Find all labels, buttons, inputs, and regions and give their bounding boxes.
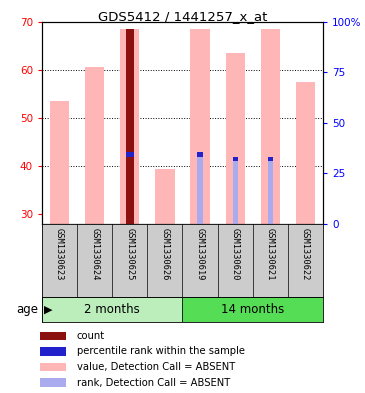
Text: GSM1330626: GSM1330626 xyxy=(161,228,169,280)
Text: percentile rank within the sample: percentile rank within the sample xyxy=(77,347,245,356)
Text: GSM1330624: GSM1330624 xyxy=(90,228,99,280)
Bar xyxy=(40,332,66,340)
Text: GSM1330620: GSM1330620 xyxy=(231,228,240,280)
Text: GSM1330621: GSM1330621 xyxy=(266,228,275,280)
Text: value, Detection Call = ABSENT: value, Detection Call = ABSENT xyxy=(77,362,235,372)
Bar xyxy=(182,297,323,322)
Bar xyxy=(197,156,203,224)
Text: GSM1330619: GSM1330619 xyxy=(196,228,204,280)
Bar xyxy=(155,169,174,224)
Bar xyxy=(261,29,280,224)
Bar xyxy=(226,53,245,224)
Text: 14 months: 14 months xyxy=(221,303,284,316)
Text: ▶: ▶ xyxy=(44,305,52,314)
Bar xyxy=(85,67,104,224)
Bar xyxy=(40,347,66,356)
Bar xyxy=(268,162,273,224)
Bar xyxy=(296,82,315,224)
Text: 2 months: 2 months xyxy=(84,303,140,316)
Bar xyxy=(126,29,134,224)
Bar xyxy=(191,29,210,224)
Text: rank, Detection Call = ABSENT: rank, Detection Call = ABSENT xyxy=(77,378,230,387)
Bar xyxy=(50,101,69,224)
Bar xyxy=(233,156,238,162)
Bar xyxy=(268,156,273,162)
Text: GDS5412 / 1441257_x_at: GDS5412 / 1441257_x_at xyxy=(98,10,267,23)
Bar xyxy=(126,152,134,156)
Text: GSM1330622: GSM1330622 xyxy=(301,228,310,280)
Bar xyxy=(40,363,66,371)
Bar xyxy=(120,29,139,224)
Text: count: count xyxy=(77,331,105,341)
Text: GSM1330623: GSM1330623 xyxy=(55,228,64,280)
Text: age: age xyxy=(16,303,38,316)
Bar xyxy=(197,152,203,156)
Text: GSM1330625: GSM1330625 xyxy=(125,228,134,280)
Bar xyxy=(40,378,66,387)
Bar xyxy=(233,162,238,224)
Bar xyxy=(42,297,182,322)
Bar xyxy=(127,156,132,224)
